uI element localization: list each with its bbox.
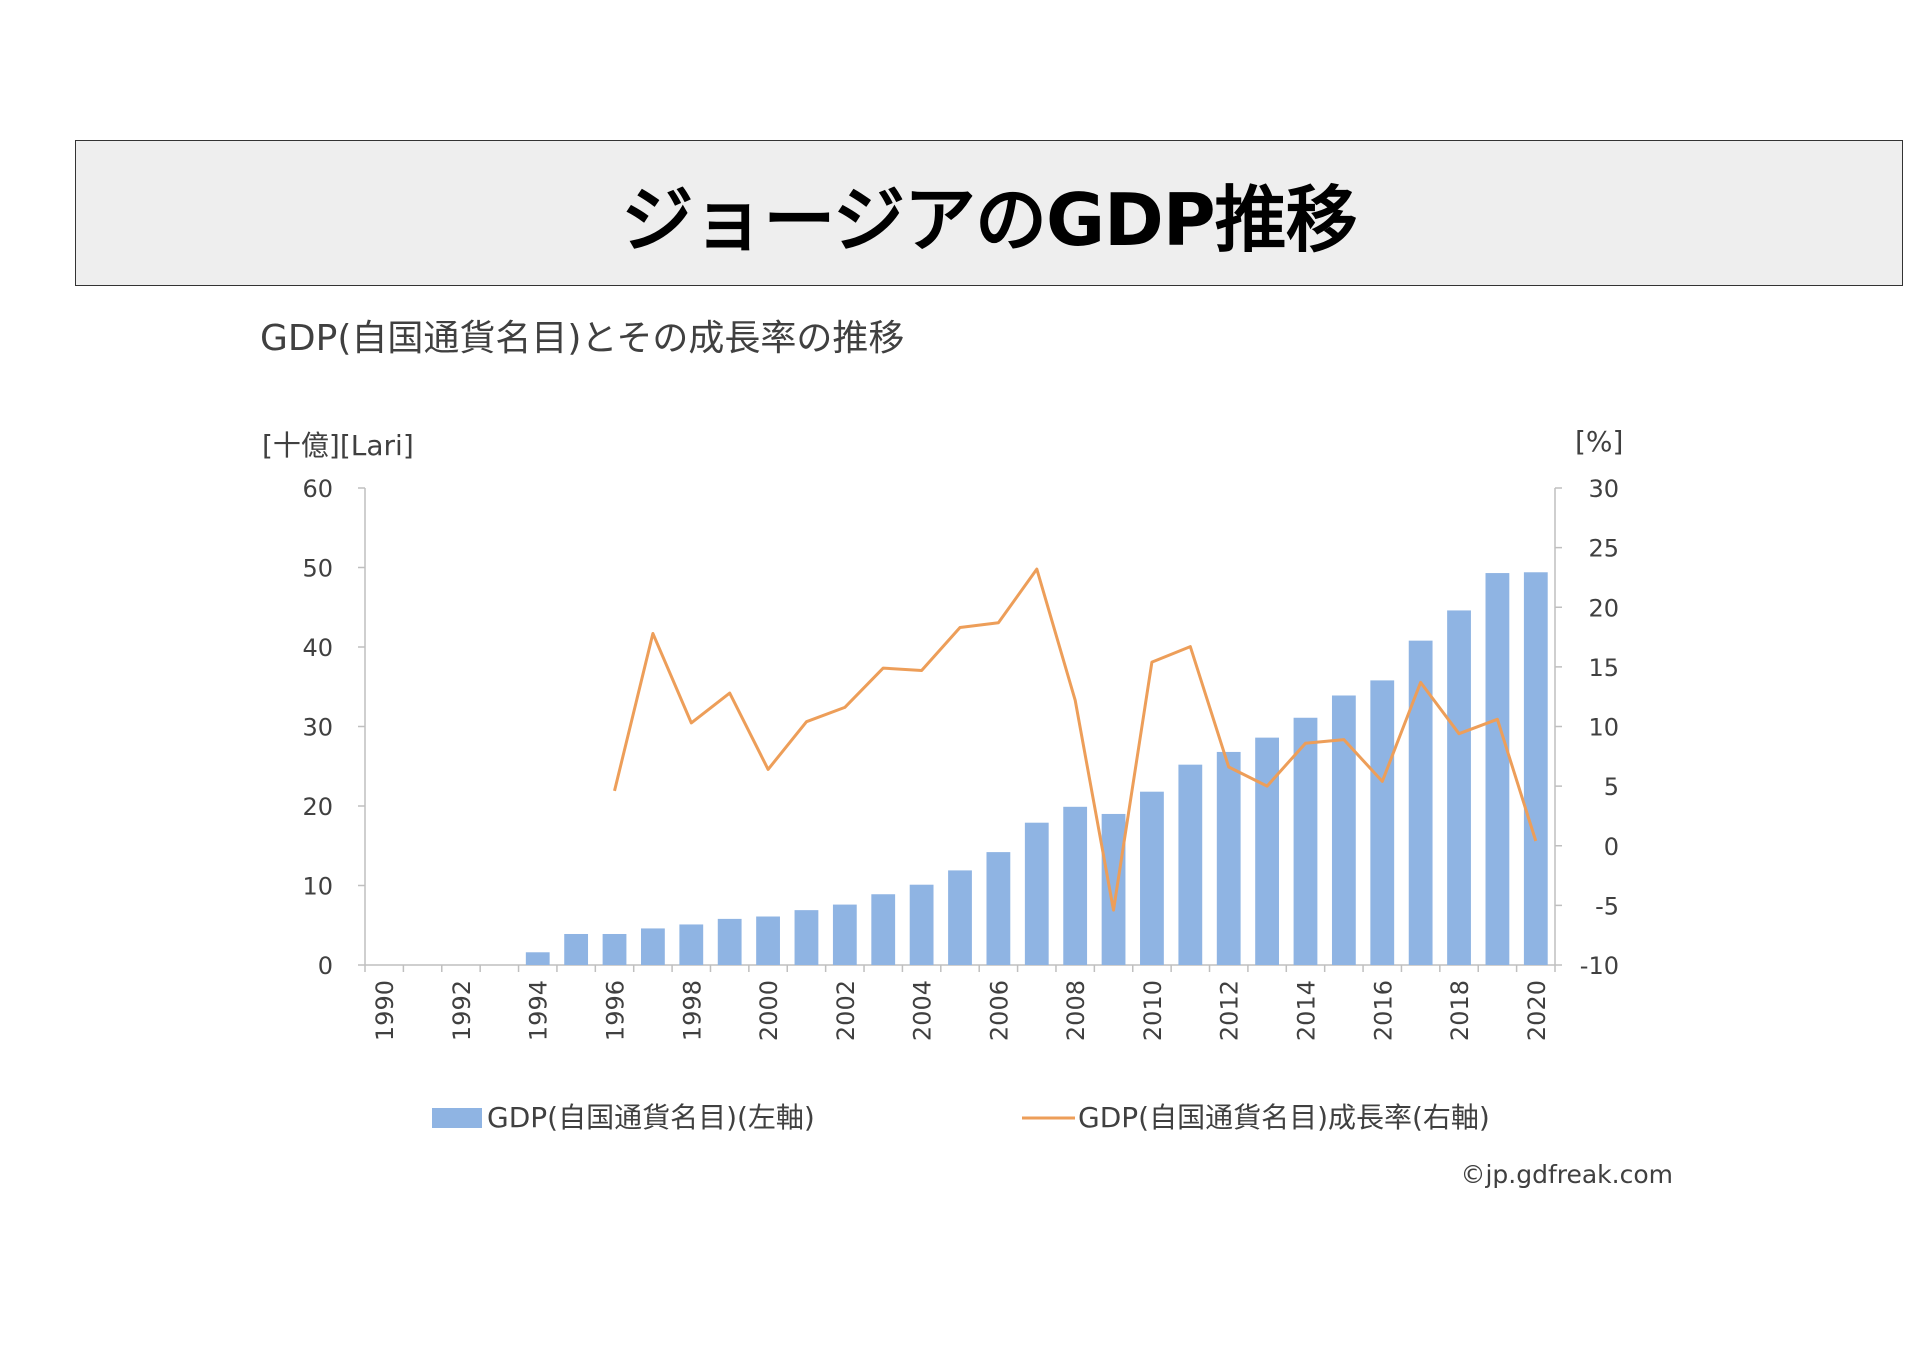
right-tick-label: 30 bbox=[1588, 475, 1619, 503]
gdp-bar bbox=[1255, 737, 1279, 965]
right-tick-label: 5 bbox=[1604, 773, 1619, 801]
x-tick-label: 2010 bbox=[1139, 980, 1167, 1041]
gdp-bar bbox=[756, 916, 780, 965]
gdp-bar bbox=[909, 884, 934, 965]
gdp-bar bbox=[641, 928, 665, 965]
left-tick-label: 50 bbox=[302, 555, 333, 583]
x-tick-label: 2020 bbox=[1523, 980, 1551, 1041]
legend-bar-swatch bbox=[432, 1108, 482, 1128]
chart-legend: GDP(自国通貨名目)(左軸) GDP(自国通貨名目)成長率(右軸) bbox=[432, 1101, 1490, 1134]
gdp-bar bbox=[564, 933, 589, 965]
right-tick-label: 20 bbox=[1588, 594, 1619, 622]
x-tick-label: 1994 bbox=[525, 980, 553, 1041]
x-tick-label: 1998 bbox=[678, 980, 706, 1041]
legend-bar-label: GDP(自国通貨名目)(左軸) bbox=[487, 1101, 815, 1134]
credit-text: ©jp.gdfreak.com bbox=[1460, 1160, 1673, 1189]
x-tick-label: 2012 bbox=[1216, 980, 1244, 1041]
gdp-bar bbox=[1140, 791, 1164, 965]
right-tick-label: -5 bbox=[1595, 892, 1619, 920]
left-tick-label: 40 bbox=[302, 634, 333, 662]
growth-line bbox=[613, 567, 1538, 912]
gdp-bar bbox=[1370, 680, 1395, 965]
gdp-bar bbox=[1101, 813, 1126, 965]
page-title-box: ジョージアのGDP推移 bbox=[75, 140, 1903, 286]
right-tick-label: 15 bbox=[1588, 654, 1619, 682]
gdp-bar bbox=[1178, 764, 1203, 965]
gdp-bar bbox=[1216, 751, 1241, 965]
right-tick-label: 10 bbox=[1588, 714, 1619, 742]
gdp-bar bbox=[1063, 806, 1088, 965]
chart-title: GDP(自国通貨名目)とその成長率の推移 bbox=[260, 318, 904, 359]
right-tick-label: 25 bbox=[1588, 535, 1619, 563]
gdp-bar bbox=[1024, 822, 1049, 965]
left-axis-ticks: 0 10 20 30 40 50 60 bbox=[302, 475, 365, 980]
x-tick-label: 2018 bbox=[1446, 980, 1474, 1041]
gdp-bar bbox=[1293, 717, 1318, 965]
left-tick-label: 0 bbox=[318, 952, 333, 980]
right-axis-ticks: -10 -5 0 5 10 15 20 25 30 bbox=[1555, 475, 1619, 980]
gdp-bar bbox=[986, 852, 1011, 965]
gdp-bar bbox=[832, 904, 857, 965]
x-tick-label: 2004 bbox=[909, 980, 937, 1041]
left-axis-unit-label: [十億][Lari] bbox=[262, 429, 414, 462]
page-title: ジョージアのGDP推移 bbox=[621, 177, 1357, 262]
gdp-bar bbox=[948, 870, 972, 965]
x-tick-label: 1992 bbox=[448, 980, 476, 1041]
gdp-bar bbox=[602, 933, 627, 965]
left-tick-label: 60 bbox=[302, 475, 333, 503]
x-tick-label: 1996 bbox=[602, 980, 630, 1041]
right-axis-unit-label: [%] bbox=[1575, 425, 1623, 458]
x-tick-label: 2002 bbox=[832, 980, 860, 1041]
right-tick-label: 0 bbox=[1604, 833, 1619, 861]
left-tick-label: 30 bbox=[302, 714, 333, 742]
legend-line-label: GDP(自国通貨名目)成長率(右軸) bbox=[1078, 1101, 1490, 1134]
gdp-bar bbox=[1447, 610, 1471, 965]
growth-rate-line bbox=[613, 567, 1538, 912]
left-tick-label: 20 bbox=[302, 793, 333, 821]
x-tick-label: 1990 bbox=[371, 980, 399, 1041]
x-tick-label: 2006 bbox=[985, 980, 1013, 1041]
gdp-bar bbox=[871, 894, 896, 965]
gdp-bar bbox=[525, 952, 550, 965]
gdp-bar bbox=[1408, 640, 1433, 965]
gdp-bar bbox=[679, 924, 704, 965]
gdp-bars bbox=[525, 572, 1548, 965]
gdp-bar bbox=[794, 910, 819, 965]
x-tick-label: 2016 bbox=[1369, 980, 1397, 1041]
x-tick-label: 2000 bbox=[755, 980, 783, 1041]
x-axis-tick-labels: 1990 1992 1994 1996 1998 2000 2002 2004 2006 2008… bbox=[371, 980, 1551, 1041]
gdp-bar bbox=[1523, 572, 1548, 965]
gdp-bar bbox=[1485, 573, 1510, 965]
left-tick-label: 10 bbox=[302, 873, 333, 901]
right-tick-label: -10 bbox=[1580, 952, 1619, 980]
gdp-bar bbox=[717, 918, 742, 965]
x-tick-label: 2008 bbox=[1062, 980, 1090, 1041]
gdp-bar bbox=[1331, 695, 1356, 965]
x-tick-label: 2014 bbox=[1292, 980, 1320, 1041]
